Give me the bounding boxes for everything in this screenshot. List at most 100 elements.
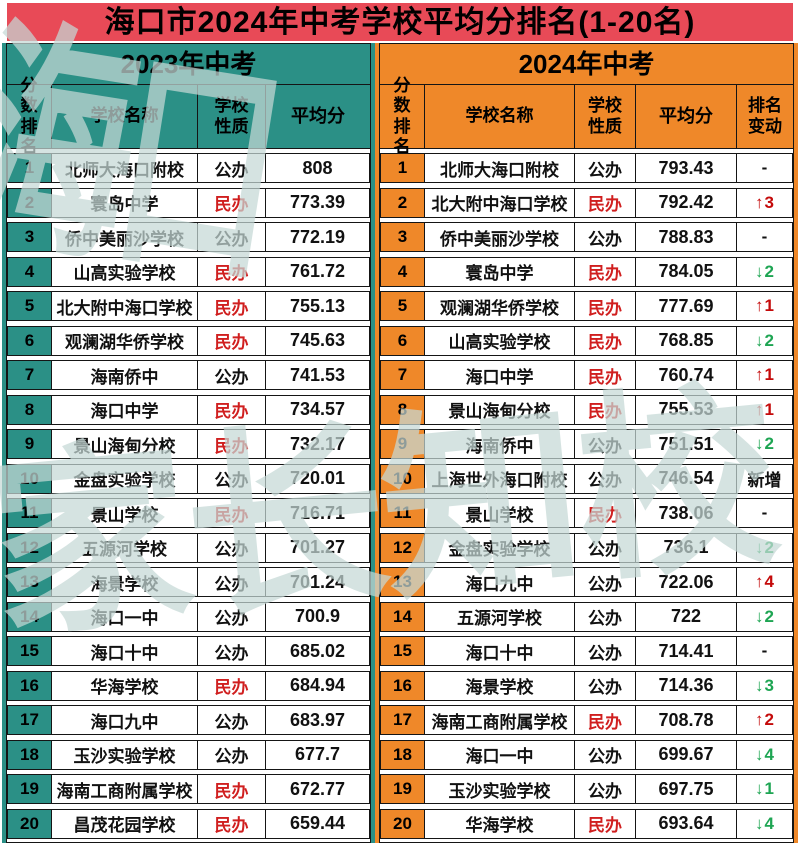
school-name-cell: 玉沙实验学校 [425, 774, 575, 805]
rank-cell: 12 [7, 532, 52, 563]
rank-cell: 3 [7, 222, 52, 253]
average-score-cell: 732.17 [266, 429, 370, 460]
school-type-cell: 公办 [198, 636, 266, 667]
school-type-cell: 民办 [198, 774, 266, 805]
average-score-cell: 722.06 [636, 567, 737, 598]
right-table-edge-strip [794, 43, 798, 843]
school-name-cell: 山高实验学校 [425, 325, 575, 356]
table-rows-2023: 1 北师大海口附校 公办 808 2 寰岛中学 民办 773.39 3 侨中美丽沙学校 公办 772.… [7, 149, 370, 842]
rank-cell: 4 [380, 256, 425, 287]
school-name-cell: 海景学校 [425, 670, 575, 701]
average-score-cell: 697.75 [636, 774, 737, 805]
table-row: 6 观澜湖华侨学校 民办 745.63 [7, 325, 370, 356]
average-score-cell: 788.83 [636, 222, 737, 253]
school-type-cell: 公办 [575, 739, 636, 770]
rank-change-value: 1 [764, 779, 774, 799]
table-row: 10 金盘实验学校 公办 720.01 [7, 463, 370, 494]
average-score-cell: 793.43 [636, 153, 737, 183]
rank-cell: 2 [380, 187, 425, 218]
school-name-cell: 海南工商附属学校 [52, 774, 198, 805]
table-row: 5 北大附中海口学校 民办 755.13 [7, 291, 370, 322]
school-name-cell: 海口中学 [52, 394, 198, 425]
school-name-cell: 海口一中 [425, 739, 575, 770]
rank-change-value: 1 [764, 399, 774, 419]
average-score-cell: 745.63 [266, 325, 370, 356]
rank-change-cell: ↓ 4 [737, 808, 793, 839]
rank-change-value: 4 [764, 744, 774, 764]
rank-cell: 13 [7, 567, 52, 598]
column-header: 平均分 [636, 85, 737, 148]
school-type-cell: 民办 [198, 394, 266, 425]
rank-cell: 15 [380, 636, 425, 667]
school-type-cell: 公办 [198, 601, 266, 632]
school-name-cell: 景山学校 [425, 498, 575, 529]
rank-change-value: 4 [764, 572, 774, 592]
school-name-cell: 海南侨中 [425, 429, 575, 460]
school-name-cell: 观澜湖华侨学校 [425, 291, 575, 322]
rank-cell: 11 [380, 498, 425, 529]
rank-change-value: 2 [764, 261, 774, 281]
rank-cell: 6 [380, 325, 425, 356]
average-score-cell: 761.72 [266, 256, 370, 287]
school-type-cell: 民办 [198, 325, 266, 356]
rank-change-value: 4 [764, 813, 774, 833]
average-score-cell: 708.78 [636, 705, 737, 736]
rank-cell: 17 [7, 705, 52, 736]
school-name-cell: 北师大海口附校 [425, 153, 575, 183]
school-type-cell: 民办 [198, 187, 266, 218]
school-name-cell: 北大附中海口学校 [52, 291, 198, 322]
rank-change-cell: ↓ 4 [737, 739, 793, 770]
table-row: 8 景山海甸分校 民办 755.53 ↑ 1 [380, 394, 793, 425]
table-row: 10 上海世外海口附校 公办 746.54 新增 [380, 463, 793, 494]
table-row: 20 昌茂花园学校 民办 659.44 [7, 808, 370, 839]
average-score-cell: 738.06 [636, 498, 737, 529]
rank-change-cell: ↑ 2 [737, 705, 793, 736]
school-name-cell: 海口中学 [425, 360, 575, 391]
school-name-cell: 上海世外海口附校 [425, 463, 575, 494]
table-row: 13 海口九中 公办 722.06 ↑ 4 [380, 567, 793, 598]
school-type-cell: 公办 [198, 705, 266, 736]
table-row: 7 海口中学 民办 760.74 ↑ 1 [380, 360, 793, 391]
average-score-cell: 659.44 [266, 808, 370, 839]
rank-change-cell: ↑ 1 [737, 360, 793, 391]
rank-change-cell: - [737, 498, 793, 529]
school-name-cell: 五源河学校 [425, 601, 575, 632]
school-name-cell: 侨中美丽沙学校 [425, 222, 575, 253]
school-name-cell: 海口九中 [425, 567, 575, 598]
school-name-cell: 海口九中 [52, 705, 198, 736]
table-row: 2 寰岛中学 民办 773.39 [7, 187, 370, 218]
school-name-cell: 山高实验学校 [52, 256, 198, 287]
average-score-cell: 699.67 [636, 739, 737, 770]
table-2023: 2023年中考 分数排名 学校名称 学校性质 平均分 1 北师大海口附校 公办 808 2 寰岛… [2, 43, 375, 843]
table-row: 17 海南工商附属学校 民办 708.78 ↑ 2 [380, 705, 793, 736]
school-name-cell: 玉沙实验学校 [52, 739, 198, 770]
school-type-cell: 公办 [575, 153, 636, 183]
average-score-cell: 751.51 [636, 429, 737, 460]
rank-cell: 16 [380, 670, 425, 701]
school-name-cell: 北大附中海口学校 [425, 187, 575, 218]
average-score-cell: 772.19 [266, 222, 370, 253]
down-arrow-icon: ↓ [755, 261, 764, 281]
school-type-cell: 公办 [575, 222, 636, 253]
down-arrow-icon: ↓ [755, 537, 764, 557]
rank-cell: 13 [380, 567, 425, 598]
average-score-cell: 672.77 [266, 774, 370, 805]
school-type-cell: 公办 [198, 532, 266, 563]
column-header: 分数排名 [7, 76, 52, 156]
average-score-cell: 808 [266, 153, 370, 183]
table-row: 3 侨中美丽沙学校 公办 788.83- [380, 222, 793, 253]
rank-cell: 11 [7, 498, 52, 529]
school-type-cell: 民办 [575, 187, 636, 218]
school-name-cell: 寰岛中学 [425, 256, 575, 287]
rank-cell: 15 [7, 636, 52, 667]
school-name-cell: 海南侨中 [52, 360, 198, 391]
rank-change-cell: - [737, 153, 793, 183]
average-score-cell: 736.1 [636, 532, 737, 563]
table-row: 12 金盘实验学校 公办 736.1 ↓ 2 [380, 532, 793, 563]
rank-cell: 19 [380, 774, 425, 805]
school-name-cell: 海景学校 [52, 567, 198, 598]
left-table-edge-strip [371, 43, 375, 843]
school-type-cell: 民办 [575, 256, 636, 287]
rank-cell: 17 [380, 705, 425, 736]
rank-change-cell: - [737, 636, 793, 667]
